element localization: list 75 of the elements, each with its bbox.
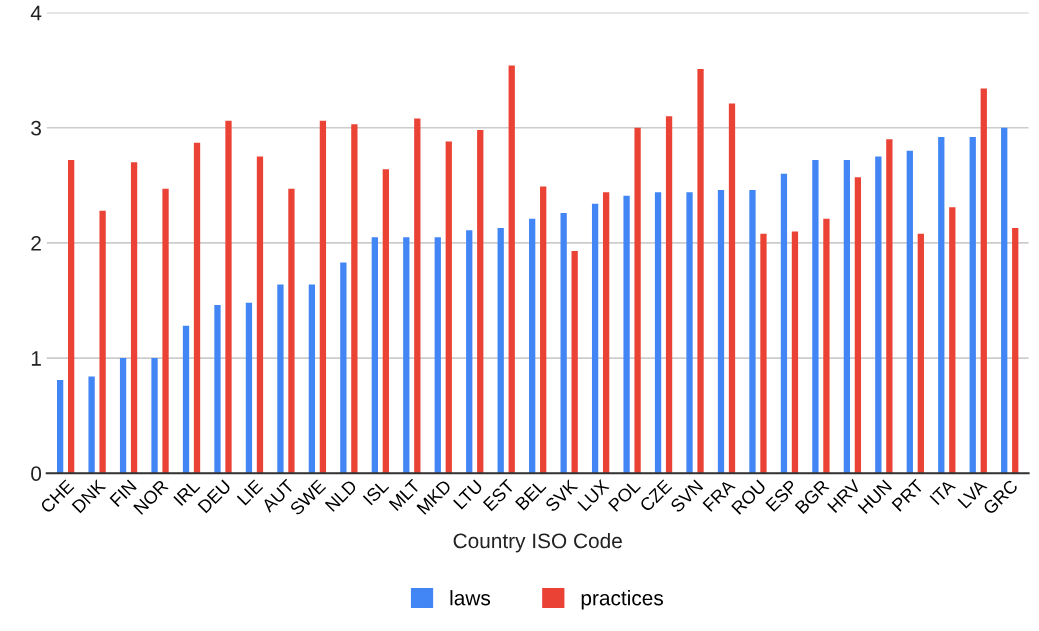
bar <box>760 233 767 474</box>
bar <box>371 237 378 474</box>
bar <box>697 69 704 474</box>
bar <box>288 188 295 474</box>
legend-label: laws <box>450 590 491 606</box>
bar <box>319 120 327 474</box>
bar <box>225 120 232 474</box>
bar <box>477 130 484 474</box>
bar <box>823 218 830 474</box>
bar <box>717 189 725 474</box>
bar <box>665 116 673 474</box>
bar <box>1001 127 1008 474</box>
x-tick-label: POL <box>607 478 642 512</box>
y-tick-label: 2 <box>31 235 41 251</box>
x-axis-title: Country ISO Code <box>453 532 622 553</box>
bar <box>634 127 641 474</box>
bar <box>277 284 284 474</box>
bar <box>56 379 64 474</box>
bar <box>854 177 862 474</box>
y-tick-label: 0 <box>31 466 42 481</box>
bar <box>403 237 410 474</box>
bar <box>571 251 578 474</box>
bar <box>466 230 473 474</box>
bar <box>686 192 693 474</box>
y-tick-label: 1 <box>31 351 41 366</box>
bar <box>497 227 504 474</box>
bar <box>382 169 389 474</box>
legend-label: practices <box>581 590 663 610</box>
bar <box>414 118 421 474</box>
bar <box>540 186 547 474</box>
bar <box>529 218 536 474</box>
bar <box>151 358 158 474</box>
bar <box>560 212 567 474</box>
bar <box>119 358 127 474</box>
bar <box>162 188 169 474</box>
bar <box>623 195 630 474</box>
bar <box>68 160 75 474</box>
bar <box>875 156 882 474</box>
bar <box>88 376 95 474</box>
bar <box>602 192 610 474</box>
bar <box>780 173 788 474</box>
x-tick-label: LIE <box>236 479 264 506</box>
x-tick-label: ITA <box>929 478 957 506</box>
bar <box>99 210 106 474</box>
x-tick-label: BEL <box>515 479 547 511</box>
bar <box>906 150 913 474</box>
bar <box>812 160 819 474</box>
bar <box>351 124 358 474</box>
bar <box>256 156 264 474</box>
y-tick-label: 4 <box>30 5 42 21</box>
bar <box>791 231 799 474</box>
bar <box>749 189 756 474</box>
bar <box>130 162 138 474</box>
bar <box>1012 227 1019 474</box>
bar <box>728 103 736 474</box>
bar <box>508 65 515 474</box>
bar <box>917 233 924 474</box>
bar <box>980 88 987 474</box>
bar <box>654 192 662 474</box>
bar <box>938 136 945 474</box>
bar <box>591 203 599 474</box>
bar <box>843 160 851 474</box>
bar <box>445 141 452 474</box>
bar <box>434 237 441 474</box>
bar <box>214 305 221 474</box>
bar <box>182 325 190 474</box>
bar <box>245 302 253 474</box>
bar <box>969 136 976 474</box>
bar <box>886 139 893 474</box>
bar <box>340 262 347 474</box>
y-tick-label: 3 <box>31 120 41 136</box>
bar <box>193 142 201 474</box>
x-tick-label: ISL <box>362 478 390 506</box>
bar <box>308 284 316 474</box>
bar <box>949 207 956 474</box>
